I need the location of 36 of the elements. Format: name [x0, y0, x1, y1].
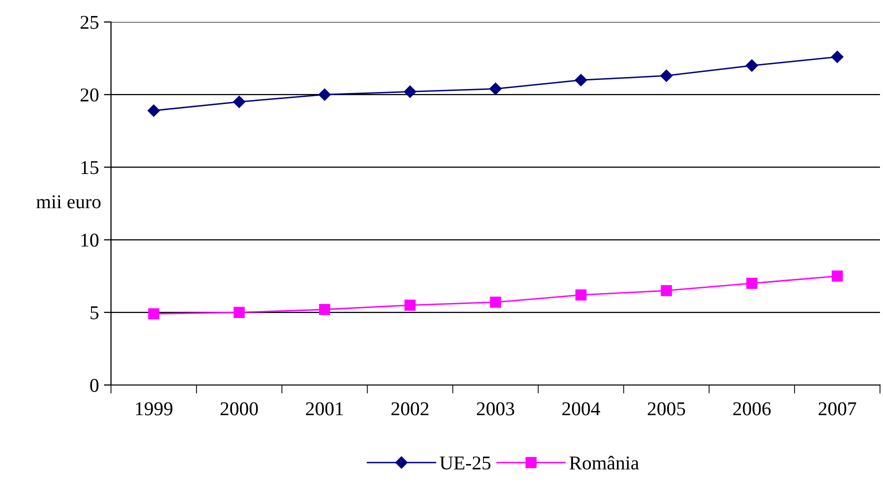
y-tick-label: 15 [81, 161, 98, 174]
x-tick-label: 2007 [818, 402, 856, 416]
x-tick-label: 2000 [220, 402, 258, 416]
point [660, 70, 672, 82]
point [660, 285, 672, 296]
point [404, 300, 416, 311]
point [832, 270, 843, 282]
point [318, 88, 331, 101]
point [831, 50, 844, 63]
legend-label: România [570, 456, 639, 470]
point [574, 74, 588, 86]
y-tick-label: 5 [90, 306, 98, 320]
point [234, 306, 245, 318]
x-tick-label: 2006 [733, 402, 771, 416]
x-tick-label: 1999 [136, 402, 172, 416]
y-tick-label: 10 [81, 234, 98, 247]
y-tick-label: 0 [90, 378, 98, 392]
point [746, 59, 758, 72]
y-tick-label: 20 [80, 88, 98, 102]
legend-label: UE-25 [440, 456, 490, 470]
point [148, 308, 160, 320]
x-tick-label: 2002 [391, 402, 428, 416]
x-tick-label: 2003 [476, 402, 514, 416]
x-tick-label: 2005 [648, 402, 686, 416]
x-tick-label: 2001 [306, 402, 343, 416]
point [490, 296, 502, 308]
y-tick-label: 25 [80, 16, 98, 29]
point [746, 278, 758, 289]
point [489, 82, 502, 95]
point [233, 96, 246, 108]
point [148, 104, 160, 117]
point [404, 86, 416, 98]
point [575, 289, 586, 301]
y-axis-title: mii euro [36, 195, 101, 208]
x-tick-label: 2004 [562, 402, 600, 416]
point [319, 304, 330, 316]
